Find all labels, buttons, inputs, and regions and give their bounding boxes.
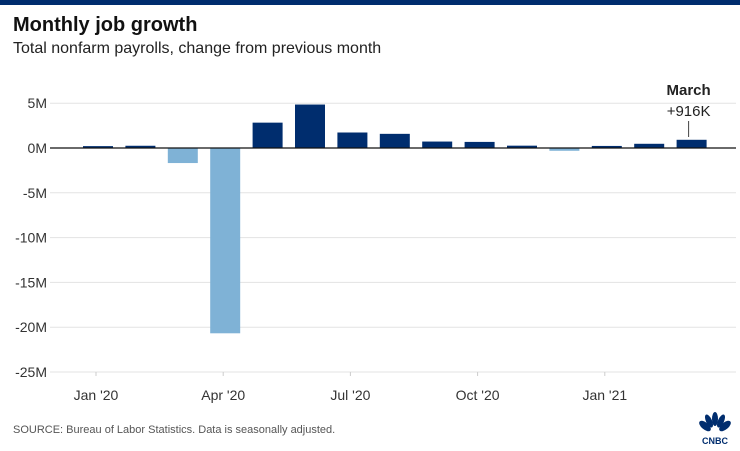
bar-oct-20 bbox=[464, 141, 495, 148]
x-tick-label: Jan '20 bbox=[74, 387, 119, 403]
chart-title: Monthly job growth bbox=[13, 14, 198, 36]
x-tick-label: Jan '21 bbox=[582, 387, 627, 403]
top-accent-bar bbox=[0, 0, 740, 5]
bar-feb-20 bbox=[125, 145, 156, 148]
y-tick-label: 5M bbox=[28, 95, 47, 111]
cnbc-peacock-logo: CNBC bbox=[699, 412, 731, 446]
y-tick-label: 0M bbox=[28, 140, 47, 156]
x-tick-label: Apr '20 bbox=[201, 387, 245, 403]
x-tick-label: Oct '20 bbox=[456, 387, 500, 403]
bar-sep-20 bbox=[422, 141, 453, 148]
chart-subtitle: Total nonfarm payrolls, change from prev… bbox=[13, 40, 382, 57]
bar-jun-20 bbox=[295, 104, 325, 148]
bar-jan-21 bbox=[591, 145, 622, 148]
bar-dec-20 bbox=[549, 148, 580, 151]
bar-mar-21 bbox=[676, 139, 707, 148]
svg-text:CNBC: CNBC bbox=[702, 436, 728, 446]
x-tick-label: Jul '20 bbox=[330, 387, 370, 403]
y-tick-label: -5M bbox=[23, 185, 47, 201]
bar-mar-20 bbox=[167, 148, 198, 164]
bar-may-20 bbox=[252, 122, 283, 148]
y-tick-label: -20M bbox=[15, 319, 47, 335]
y-tick-label: -15M bbox=[15, 274, 47, 290]
bar-apr-20 bbox=[210, 148, 241, 334]
bar-aug-20 bbox=[379, 133, 410, 148]
bar-jul-20 bbox=[337, 132, 368, 148]
bar-feb-21 bbox=[634, 143, 665, 148]
source-note: SOURCE: Bureau of Labor Statistics. Data… bbox=[13, 424, 336, 436]
bar-nov-20 bbox=[507, 145, 537, 148]
bar-jan-20 bbox=[83, 146, 113, 148]
annotation-title: March bbox=[667, 82, 711, 99]
bar-chart: 5M 0M -5M -10M -15M -20M -25M Jan '20 Apr '20 Jul… bbox=[15, 82, 736, 403]
y-tick-label: -25M bbox=[15, 364, 47, 380]
annotation-value: +916K bbox=[667, 103, 711, 120]
y-tick-label: -10M bbox=[15, 230, 47, 246]
